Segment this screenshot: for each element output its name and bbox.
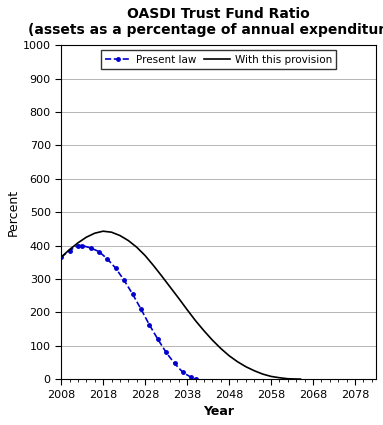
X-axis label: Year: Year — [203, 405, 234, 418]
Y-axis label: Percent: Percent — [7, 189, 20, 236]
Title: OASDI Trust Fund Ratio
(assets as a percentage of annual expenditures): OASDI Trust Fund Ratio (assets as a perc… — [28, 7, 383, 37]
Legend: Present law, With this provision: Present law, With this provision — [101, 51, 336, 69]
